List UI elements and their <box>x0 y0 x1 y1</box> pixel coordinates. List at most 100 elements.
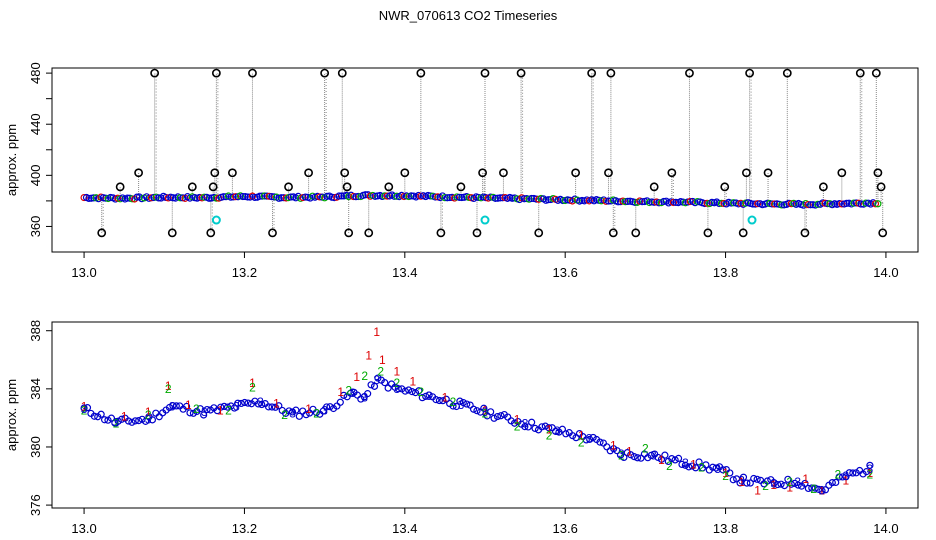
series-2-point: 2 <box>810 482 817 496</box>
series-3-point: 3 <box>650 449 657 463</box>
series-1-point: 1 <box>738 475 745 489</box>
series-3-cloud-point <box>285 407 293 415</box>
series-3-cloud-point <box>230 404 239 412</box>
series-3-cloud-point <box>849 469 857 477</box>
outlier-point <box>320 68 330 78</box>
baseline-point <box>814 200 822 208</box>
series-3-cloud-point <box>671 456 679 464</box>
baseline-point <box>727 199 735 207</box>
baseline-point <box>361 191 370 199</box>
outlier-point <box>571 168 581 178</box>
series-3-cloud-point <box>791 479 799 487</box>
series-3-cloud-point <box>695 458 703 466</box>
series-3-cloud-point <box>685 463 693 471</box>
series-1-point: 1 <box>690 457 697 471</box>
series-3-point: 3 <box>289 407 296 421</box>
baseline-point <box>874 200 882 208</box>
series-3-cloud-point <box>692 464 700 472</box>
series-1-point: 1 <box>754 484 761 498</box>
series-3-cloud-point <box>111 419 119 427</box>
series-3-cloud-point <box>726 469 734 477</box>
baseline-point <box>624 197 632 206</box>
baseline-point <box>768 200 776 208</box>
outlier-point <box>516 68 526 78</box>
baseline-point <box>491 194 500 202</box>
baseline-point <box>650 198 658 206</box>
baseline-point <box>431 193 439 201</box>
baseline-point <box>335 192 343 200</box>
series-3-cloud-point <box>835 473 843 481</box>
series-1-point: 1 <box>482 404 489 418</box>
baseline-point <box>256 192 264 200</box>
outlier-point <box>478 168 487 178</box>
series-3-cloud-point <box>794 481 802 489</box>
series-3-cloud-point <box>630 452 638 461</box>
baseline-point <box>212 194 220 202</box>
series-3-cloud-point <box>681 461 689 469</box>
series-3-cloud-point <box>182 402 191 411</box>
series-3-cloud-point <box>370 382 379 390</box>
outlier-point <box>210 168 220 178</box>
outlier-point <box>436 228 446 238</box>
outlier-point <box>472 228 482 238</box>
series-1-point: 1 <box>770 478 777 492</box>
series-3-point: 3 <box>321 404 328 418</box>
series-3-cloud-point <box>497 412 505 420</box>
baseline-point <box>621 198 629 206</box>
series-3-cloud-point <box>729 476 737 484</box>
baseline-point <box>638 198 646 206</box>
series-3-cloud-point <box>818 487 826 495</box>
baseline-point <box>669 198 678 207</box>
series-3-point: 3 <box>393 382 400 396</box>
series-3-point: 3 <box>349 386 356 400</box>
baseline-point <box>155 194 163 202</box>
outlier-point <box>818 182 828 192</box>
baseline-point <box>381 192 389 200</box>
series-1-point: 1 <box>273 396 280 410</box>
baseline-point <box>239 192 247 201</box>
series-2-point: 2 <box>393 376 400 390</box>
baseline-point <box>268 193 276 201</box>
series-3-cloud-point <box>100 416 109 424</box>
baseline-point <box>631 198 639 206</box>
outlier-point <box>284 182 293 192</box>
series-3-cloud-point <box>493 412 502 421</box>
series-3-cloud-point <box>531 424 539 433</box>
series-3-cloud-point <box>763 477 771 485</box>
series-3-point: 3 <box>233 399 240 413</box>
series-3-cloud-point <box>613 447 621 455</box>
outlier-point <box>534 228 544 238</box>
series-3-cloud-point <box>784 475 792 483</box>
outlier-point <box>878 228 888 238</box>
top-y-tick-label: 480 <box>28 62 43 84</box>
bottom-y-tick-label: 384 <box>28 378 43 400</box>
series-3-point: 3 <box>482 405 489 419</box>
series-3-cloud-point <box>709 463 717 471</box>
baseline-point <box>323 192 331 200</box>
series-2-point: 2 <box>482 407 489 421</box>
series-1-point: 1 <box>305 402 312 416</box>
baseline-point <box>176 194 184 202</box>
bottom-y-tick-label: 388 <box>28 320 43 342</box>
outlier-point <box>742 168 751 178</box>
series-3-cloud-point <box>811 484 819 492</box>
series-3-point: 3 <box>586 431 593 445</box>
baseline-point <box>835 200 844 208</box>
series-3-cloud-point <box>603 443 611 451</box>
outlier-point <box>208 182 218 192</box>
series-3-cloud-point <box>801 479 809 488</box>
series-3-cloud-point <box>469 405 478 413</box>
bottom-x-tick-label: 13.4 <box>392 521 417 536</box>
outlier-point <box>211 68 221 78</box>
baseline-point <box>90 194 98 202</box>
outlier-point <box>782 68 792 78</box>
series-3-point: 3 <box>361 391 368 405</box>
outlier-point <box>876 182 886 192</box>
bottom-panel: 13.0 13.2 13.4 13.6 13.8 14.0 376 380 384 388 appr… <box>4 320 919 536</box>
series-3-cloud-point <box>688 462 696 470</box>
series-3-cloud-point <box>408 388 416 396</box>
bottom-x-tick-label: 13.6 <box>553 521 578 536</box>
outlier-point <box>685 68 694 78</box>
series-3-cloud-point <box>186 409 194 417</box>
